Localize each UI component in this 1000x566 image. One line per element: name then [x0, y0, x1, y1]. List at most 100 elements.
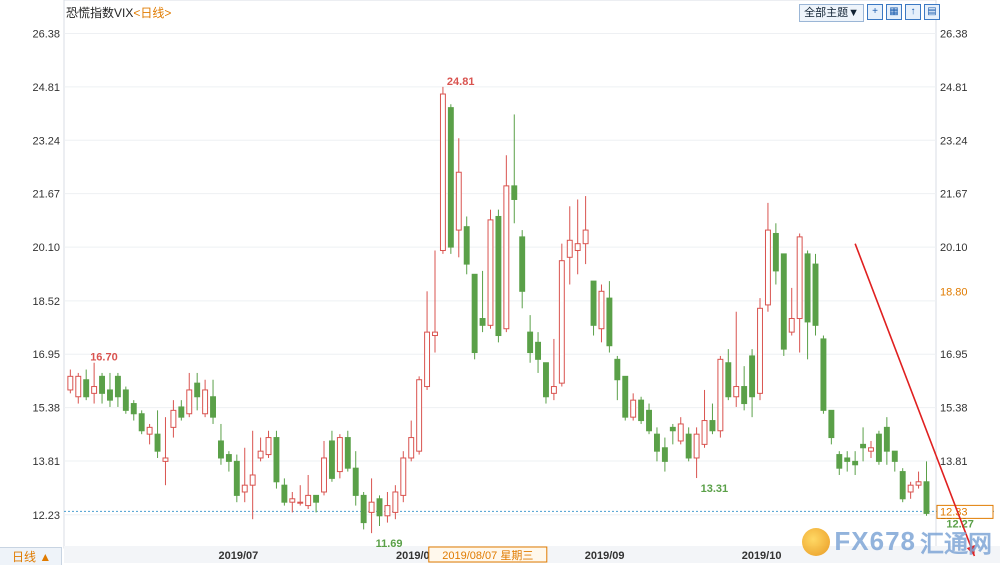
candle-body	[130, 403, 137, 415]
y-tick-label-right: 21.67	[940, 189, 968, 201]
candle-body	[186, 389, 193, 415]
candle-body	[836, 454, 843, 469]
candle-body	[297, 501, 304, 504]
candle-body	[860, 443, 867, 449]
candle-body	[519, 236, 526, 292]
x-tick-label: 2019/0	[396, 550, 430, 562]
extreme-value-label: 12.27	[946, 518, 974, 530]
candle-body	[210, 396, 216, 418]
candle-body	[780, 253, 787, 350]
x-tick-label: 2019/10	[742, 550, 782, 562]
topic-dropdown-button[interactable]: 全部主题▼	[799, 4, 864, 22]
candle-body	[907, 484, 914, 493]
candle-body	[447, 107, 454, 248]
y-tick-label-left: 15.38	[32, 403, 60, 415]
candle-body	[233, 460, 240, 496]
candle-body	[344, 437, 351, 469]
candle-body	[590, 280, 597, 326]
candle-body	[487, 219, 494, 326]
candle-body	[257, 450, 264, 459]
y-tick-label-right: 26.38	[940, 28, 968, 40]
y-tick-label-right: 23.24	[940, 135, 968, 147]
candle-body	[416, 379, 423, 452]
candle-body	[170, 409, 177, 428]
watermark: FX678 汇通网	[802, 524, 992, 559]
candle-body	[376, 498, 383, 517]
y-tick-label-left: 23.24	[32, 135, 60, 147]
candle-body	[432, 331, 438, 337]
y-tick-label-right: 16.95	[940, 349, 968, 361]
compare-icon[interactable]: ↑	[905, 4, 921, 20]
candle-body	[202, 389, 209, 415]
y-tick-label-left: 13.81	[32, 456, 60, 468]
y-tick-label-left: 16.95	[32, 349, 60, 361]
candle-body	[503, 185, 510, 330]
candle-body	[828, 409, 835, 439]
candle-body	[249, 474, 256, 486]
candle-body	[91, 386, 98, 394]
candle-body	[543, 362, 549, 398]
candle-body	[225, 454, 232, 462]
candle-body	[265, 437, 272, 456]
overlay-icon[interactable]: ▤	[924, 4, 940, 20]
candle-body	[392, 491, 399, 513]
candle-body	[669, 426, 676, 432]
candle-body	[701, 420, 708, 445]
candle-body	[804, 253, 811, 323]
y-tick-label-right: 20.10	[940, 242, 968, 254]
watermark-cn: 汇通网	[920, 531, 992, 558]
zoom-in-icon[interactable]: +	[867, 4, 883, 20]
candle-body	[772, 232, 779, 272]
candle-body	[717, 358, 724, 432]
watermark-text: FX678	[834, 526, 916, 556]
candle-body	[384, 505, 391, 517]
grid-icon[interactable]: ▦	[886, 4, 902, 20]
extreme-value-label: 16.70	[90, 352, 118, 364]
candle-body	[241, 484, 248, 493]
candle-body	[535, 341, 542, 360]
candle-body	[725, 362, 732, 398]
candle-body	[757, 307, 763, 394]
fx678-logo-icon	[802, 527, 831, 556]
candle-body	[852, 460, 859, 466]
candle-body	[194, 382, 201, 398]
candle-body	[75, 375, 82, 398]
x-tick-label: 2019/07	[219, 550, 259, 562]
candle-body	[479, 318, 486, 326]
candle-body	[138, 413, 145, 432]
candle-body	[812, 263, 819, 326]
candle-body	[336, 437, 343, 473]
y-tick-label-left: 20.10	[32, 242, 60, 254]
candle-body	[868, 447, 874, 452]
chart-title: 恐慌指数VIX<日线>	[66, 4, 171, 21]
candle-body	[875, 433, 882, 462]
x-tick-label: 2019/09	[585, 550, 625, 562]
candle-body	[178, 406, 185, 418]
candle-body	[455, 171, 462, 231]
period-select-button[interactable]: 日线 ▲	[0, 547, 62, 565]
candle-body	[820, 338, 827, 411]
candle-body	[550, 386, 557, 394]
candle-body	[328, 440, 335, 479]
candle-body	[598, 290, 605, 330]
y-tick-label-left: 21.67	[32, 189, 60, 201]
candle-body	[67, 375, 74, 391]
last-price-box	[936, 504, 994, 519]
candle-body	[122, 389, 129, 411]
candle-body	[685, 433, 692, 459]
extreme-value-label: 13.31	[701, 483, 729, 495]
candle-body	[107, 389, 113, 401]
y-tick-label-right: 18.80	[940, 286, 968, 298]
candle-body	[883, 426, 890, 452]
y-tick-label-left: 26.38	[32, 28, 60, 40]
candle-body	[511, 185, 518, 200]
candle-body	[622, 375, 629, 418]
candle-body	[114, 375, 121, 398]
candle-body	[218, 440, 224, 459]
candle-body	[796, 236, 803, 320]
chart-title-text: 恐慌指数VIX	[66, 6, 134, 20]
last-price-label: 12.33	[940, 506, 968, 518]
y-tick-label-left: 24.81	[32, 82, 60, 94]
candle-body	[352, 467, 359, 496]
